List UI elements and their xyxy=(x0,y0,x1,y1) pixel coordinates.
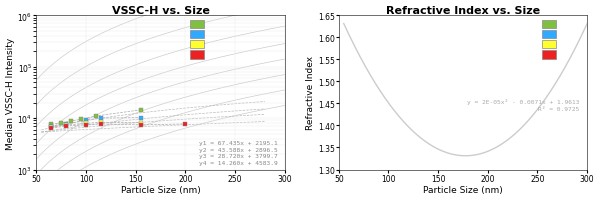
Point xyxy=(76,118,86,121)
X-axis label: Particle Size (nm): Particle Size (nm) xyxy=(121,186,200,194)
X-axis label: Particle Size (nm): Particle Size (nm) xyxy=(423,186,503,194)
Text: y = 2E-05x² - 0.0071x + 1.9613
R² = 0.9725: y = 2E-05x² - 0.0071x + 1.9613 R² = 0.97… xyxy=(467,99,580,111)
Bar xyxy=(190,21,204,29)
Bar xyxy=(190,41,204,49)
Point xyxy=(136,116,146,120)
Point xyxy=(56,122,66,125)
Bar xyxy=(542,41,556,49)
Point xyxy=(61,123,71,126)
Title: VSSC-H vs. Size: VSSC-H vs. Size xyxy=(112,6,209,15)
Point xyxy=(136,121,146,125)
Title: Refractive Index vs. Size: Refractive Index vs. Size xyxy=(386,6,540,15)
Point xyxy=(81,119,91,122)
Text: y1 = 67.435x + 2195.1
y2 = 43.588x + 2896.5
y3 = 28.720x + 3799.7
y4 = 14.260x +: y1 = 67.435x + 2195.1 y2 = 43.588x + 289… xyxy=(199,140,277,165)
Point xyxy=(61,124,71,127)
Point xyxy=(136,109,146,112)
Point xyxy=(47,127,56,130)
Point xyxy=(136,124,146,127)
Point xyxy=(67,120,76,123)
Point xyxy=(47,126,56,129)
Bar xyxy=(190,31,204,39)
Y-axis label: Median VSSC-H Intensity: Median VSSC-H Intensity xyxy=(5,37,14,149)
Y-axis label: Refractive Index: Refractive Index xyxy=(306,56,315,130)
Point xyxy=(81,123,91,127)
Point xyxy=(47,125,56,128)
Point xyxy=(61,125,71,128)
Point xyxy=(181,123,190,126)
Bar xyxy=(190,51,204,59)
Point xyxy=(47,123,56,126)
Point xyxy=(96,117,106,120)
Point xyxy=(96,121,106,124)
Point xyxy=(81,122,91,125)
Point xyxy=(96,123,106,126)
Bar xyxy=(542,31,556,39)
Bar xyxy=(542,21,556,29)
Bar xyxy=(542,51,556,59)
Point xyxy=(91,115,101,118)
